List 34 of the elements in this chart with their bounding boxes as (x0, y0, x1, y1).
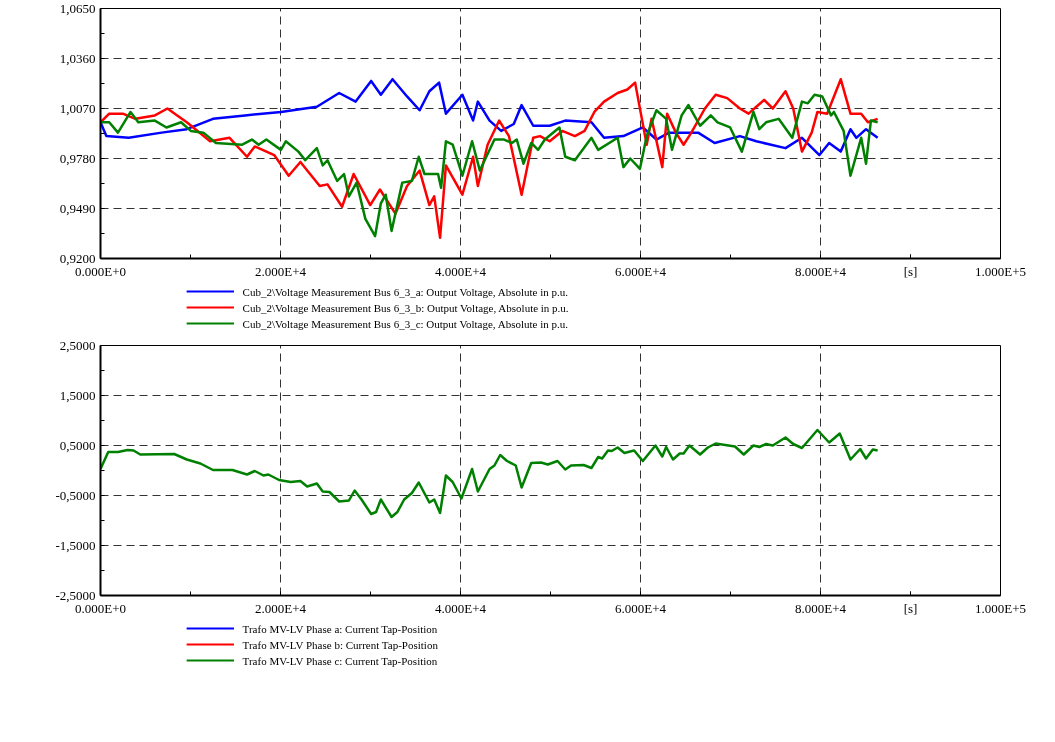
x-tick-label: 6.000E+4 (614, 600, 667, 616)
x-tick-label: 8.000E+4 (794, 600, 847, 616)
x-tick-label: 1.000E+5 (974, 263, 1027, 279)
legend-label: Trafo MV-LV Phase b: Current Tap-Position (242, 638, 439, 651)
x-tick-label: 4.000E+4 (434, 263, 487, 279)
y-tick-label: 0,5000 (59, 437, 96, 453)
x-tick-label: 2.000E+4 (254, 600, 307, 616)
y-tick-label: -2,5000 (55, 587, 96, 603)
legend-label: Cub_2\Voltage Measurement Bus 6_3_b: Output Voltage, Absolute in p.u. (242, 301, 569, 314)
x-tick-label: 6.000E+4 (614, 263, 667, 279)
legend-label: Trafo MV-LV Phase c: Current Tap-Position (242, 654, 438, 667)
legend-label: Trafo MV-LV Phase a: Current Tap-Position (242, 622, 438, 635)
y-tick-label: 1,0650 (59, 0, 96, 16)
y-tick-label: -1,5000 (55, 537, 96, 553)
x-tick-label: 1.000E+5 (974, 600, 1027, 616)
x-tick-label: 4.000E+4 (434, 600, 487, 616)
x-axis-title: [s] (903, 263, 918, 279)
x-tick-label: 8.000E+4 (794, 263, 847, 279)
x-axis-title: [s] (903, 600, 918, 616)
y-tick-label: -0,5000 (55, 487, 96, 503)
y-tick-label: 0,9200 (59, 250, 96, 266)
x-tick-label: 2.000E+4 (254, 263, 307, 279)
y-tick-label: 1,0360 (59, 50, 96, 66)
y-tick-label: 1,0070 (59, 100, 96, 116)
y-tick-label: 0,9780 (59, 150, 96, 166)
x-tick-label: 0.000E+0 (74, 600, 127, 616)
legend-label: Cub_2\Voltage Measurement Bus 6_3_a: Output Voltage, Absolute in p.u. (242, 285, 569, 298)
y-tick-label: 1,5000 (59, 387, 96, 403)
legend-label: Cub_2\Voltage Measurement Bus 6_3_c: Output Voltage, Absolute in p.u. (242, 317, 569, 330)
y-tick-label: 2,5000 (59, 337, 96, 353)
x-tick-label: 0.000E+0 (74, 263, 127, 279)
line-series (100, 428, 879, 519)
y-tick-label: 0,9490 (59, 200, 96, 216)
line-series (100, 77, 879, 157)
